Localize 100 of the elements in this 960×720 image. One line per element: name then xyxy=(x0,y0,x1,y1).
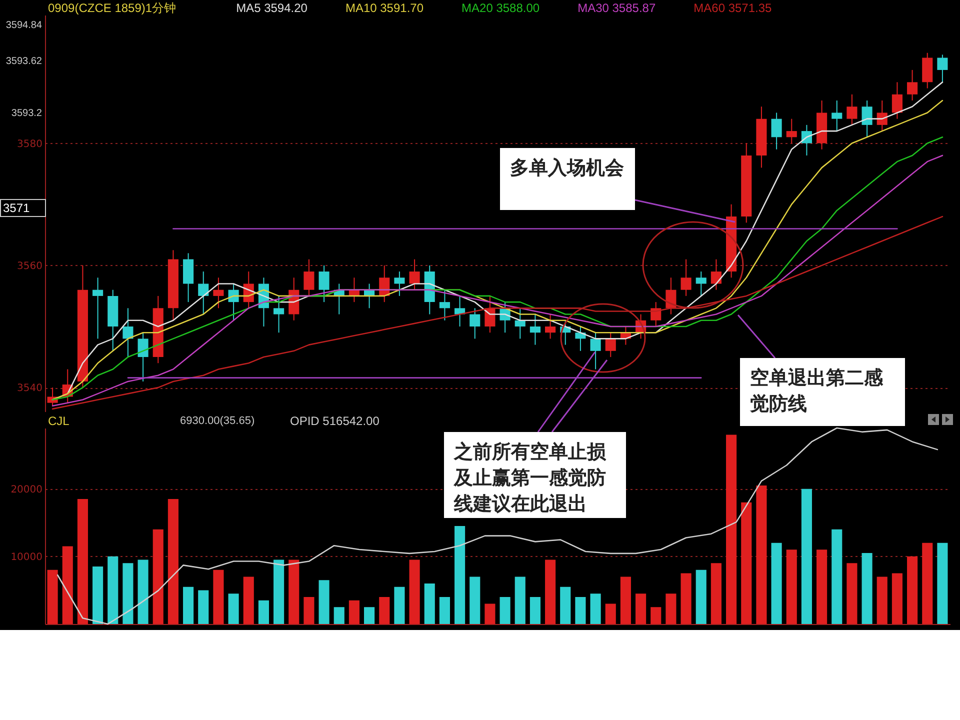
candlestick xyxy=(439,289,450,321)
bar xyxy=(907,556,918,624)
candlestick xyxy=(198,271,209,315)
bar xyxy=(318,580,330,624)
bar xyxy=(108,556,118,624)
candlestick xyxy=(786,118,797,144)
bar xyxy=(92,566,104,624)
bar xyxy=(590,594,601,624)
candlestick xyxy=(907,69,918,102)
candlestick xyxy=(846,94,858,126)
bar xyxy=(243,576,254,624)
candlestick xyxy=(213,277,224,309)
bar xyxy=(620,576,631,624)
annotation: 之前所有空单止损及止赢第一感觉防线建议在此退出 xyxy=(444,432,626,518)
candlestick xyxy=(545,314,556,340)
y-tick-label: 3580 xyxy=(17,138,42,150)
candlestick xyxy=(514,308,526,340)
bar xyxy=(876,576,888,624)
bar xyxy=(500,596,510,624)
annotation: 多单入场机会 xyxy=(500,148,635,210)
bar xyxy=(726,434,737,624)
bar xyxy=(348,600,360,624)
text: MA10 3591.70 xyxy=(345,1,424,15)
text: 6930.00(35.65) xyxy=(180,415,255,427)
bar xyxy=(771,542,782,624)
bar xyxy=(198,590,209,624)
bar xyxy=(680,573,692,624)
candlestick xyxy=(590,332,601,370)
candlestick xyxy=(122,308,134,358)
bar xyxy=(122,563,134,624)
bar xyxy=(786,550,797,624)
bar xyxy=(138,560,148,624)
bar xyxy=(816,550,828,624)
candlestick xyxy=(771,112,782,150)
bar xyxy=(530,596,540,624)
bar xyxy=(666,594,676,624)
y-tick-label: 20000 xyxy=(10,484,42,496)
chart-title: 0909(CZCE 1859)1分钟 xyxy=(48,1,176,15)
y-tick-label: 3560 xyxy=(17,260,42,272)
bar xyxy=(409,560,420,624)
bar xyxy=(364,607,375,624)
bar xyxy=(545,560,556,624)
candlestick xyxy=(650,302,662,327)
bar xyxy=(77,498,88,624)
bar xyxy=(334,607,344,624)
bar xyxy=(394,586,405,624)
chart-title: CJL xyxy=(48,414,70,428)
candlestick xyxy=(409,258,420,290)
candlestick xyxy=(394,271,405,296)
bar xyxy=(862,553,872,624)
bar xyxy=(696,570,706,624)
text: OPID 516542.00 xyxy=(290,414,380,428)
bar xyxy=(424,583,435,624)
bar xyxy=(922,542,933,624)
bar xyxy=(379,596,390,624)
bar xyxy=(710,563,722,624)
bar xyxy=(832,529,842,624)
text: 3571 xyxy=(0,199,46,217)
bar xyxy=(454,526,466,624)
text: MA30 3585.87 xyxy=(578,1,656,15)
bar xyxy=(937,542,948,624)
bar xyxy=(560,586,571,624)
bar xyxy=(846,563,858,624)
candlestick xyxy=(304,258,314,296)
candlestick xyxy=(92,277,104,340)
text: 3593.2 xyxy=(10,108,42,119)
bar xyxy=(168,498,178,624)
candlestick xyxy=(680,258,692,296)
candlestick xyxy=(862,100,872,138)
candlestick xyxy=(876,100,888,132)
bar xyxy=(484,604,496,624)
bar xyxy=(514,576,526,624)
candlestick xyxy=(937,54,948,83)
bar xyxy=(274,560,284,624)
bar xyxy=(183,586,194,624)
bar xyxy=(636,594,646,624)
candlestick xyxy=(530,314,540,346)
bar xyxy=(304,596,314,624)
bar xyxy=(470,576,480,624)
candlestick xyxy=(138,332,148,382)
text: MA5 3594.20 xyxy=(236,1,308,15)
bar xyxy=(47,570,58,624)
bar xyxy=(439,596,450,624)
bar xyxy=(605,604,616,624)
candlestick xyxy=(605,332,616,358)
candlestick xyxy=(318,264,330,303)
candlestick xyxy=(696,271,706,296)
text: MA60 3571.35 xyxy=(694,1,772,15)
bar xyxy=(892,573,902,624)
annotation: 空单退出第二感觉防线 xyxy=(740,358,905,426)
text: 3593.62 xyxy=(4,56,42,67)
bar xyxy=(801,488,812,624)
bar xyxy=(756,485,767,624)
candlestick xyxy=(892,82,902,120)
candlestick xyxy=(832,100,842,132)
bar xyxy=(288,560,300,624)
bar xyxy=(258,600,269,624)
bar xyxy=(650,607,662,624)
bar xyxy=(741,502,752,624)
candlestick xyxy=(470,308,480,340)
